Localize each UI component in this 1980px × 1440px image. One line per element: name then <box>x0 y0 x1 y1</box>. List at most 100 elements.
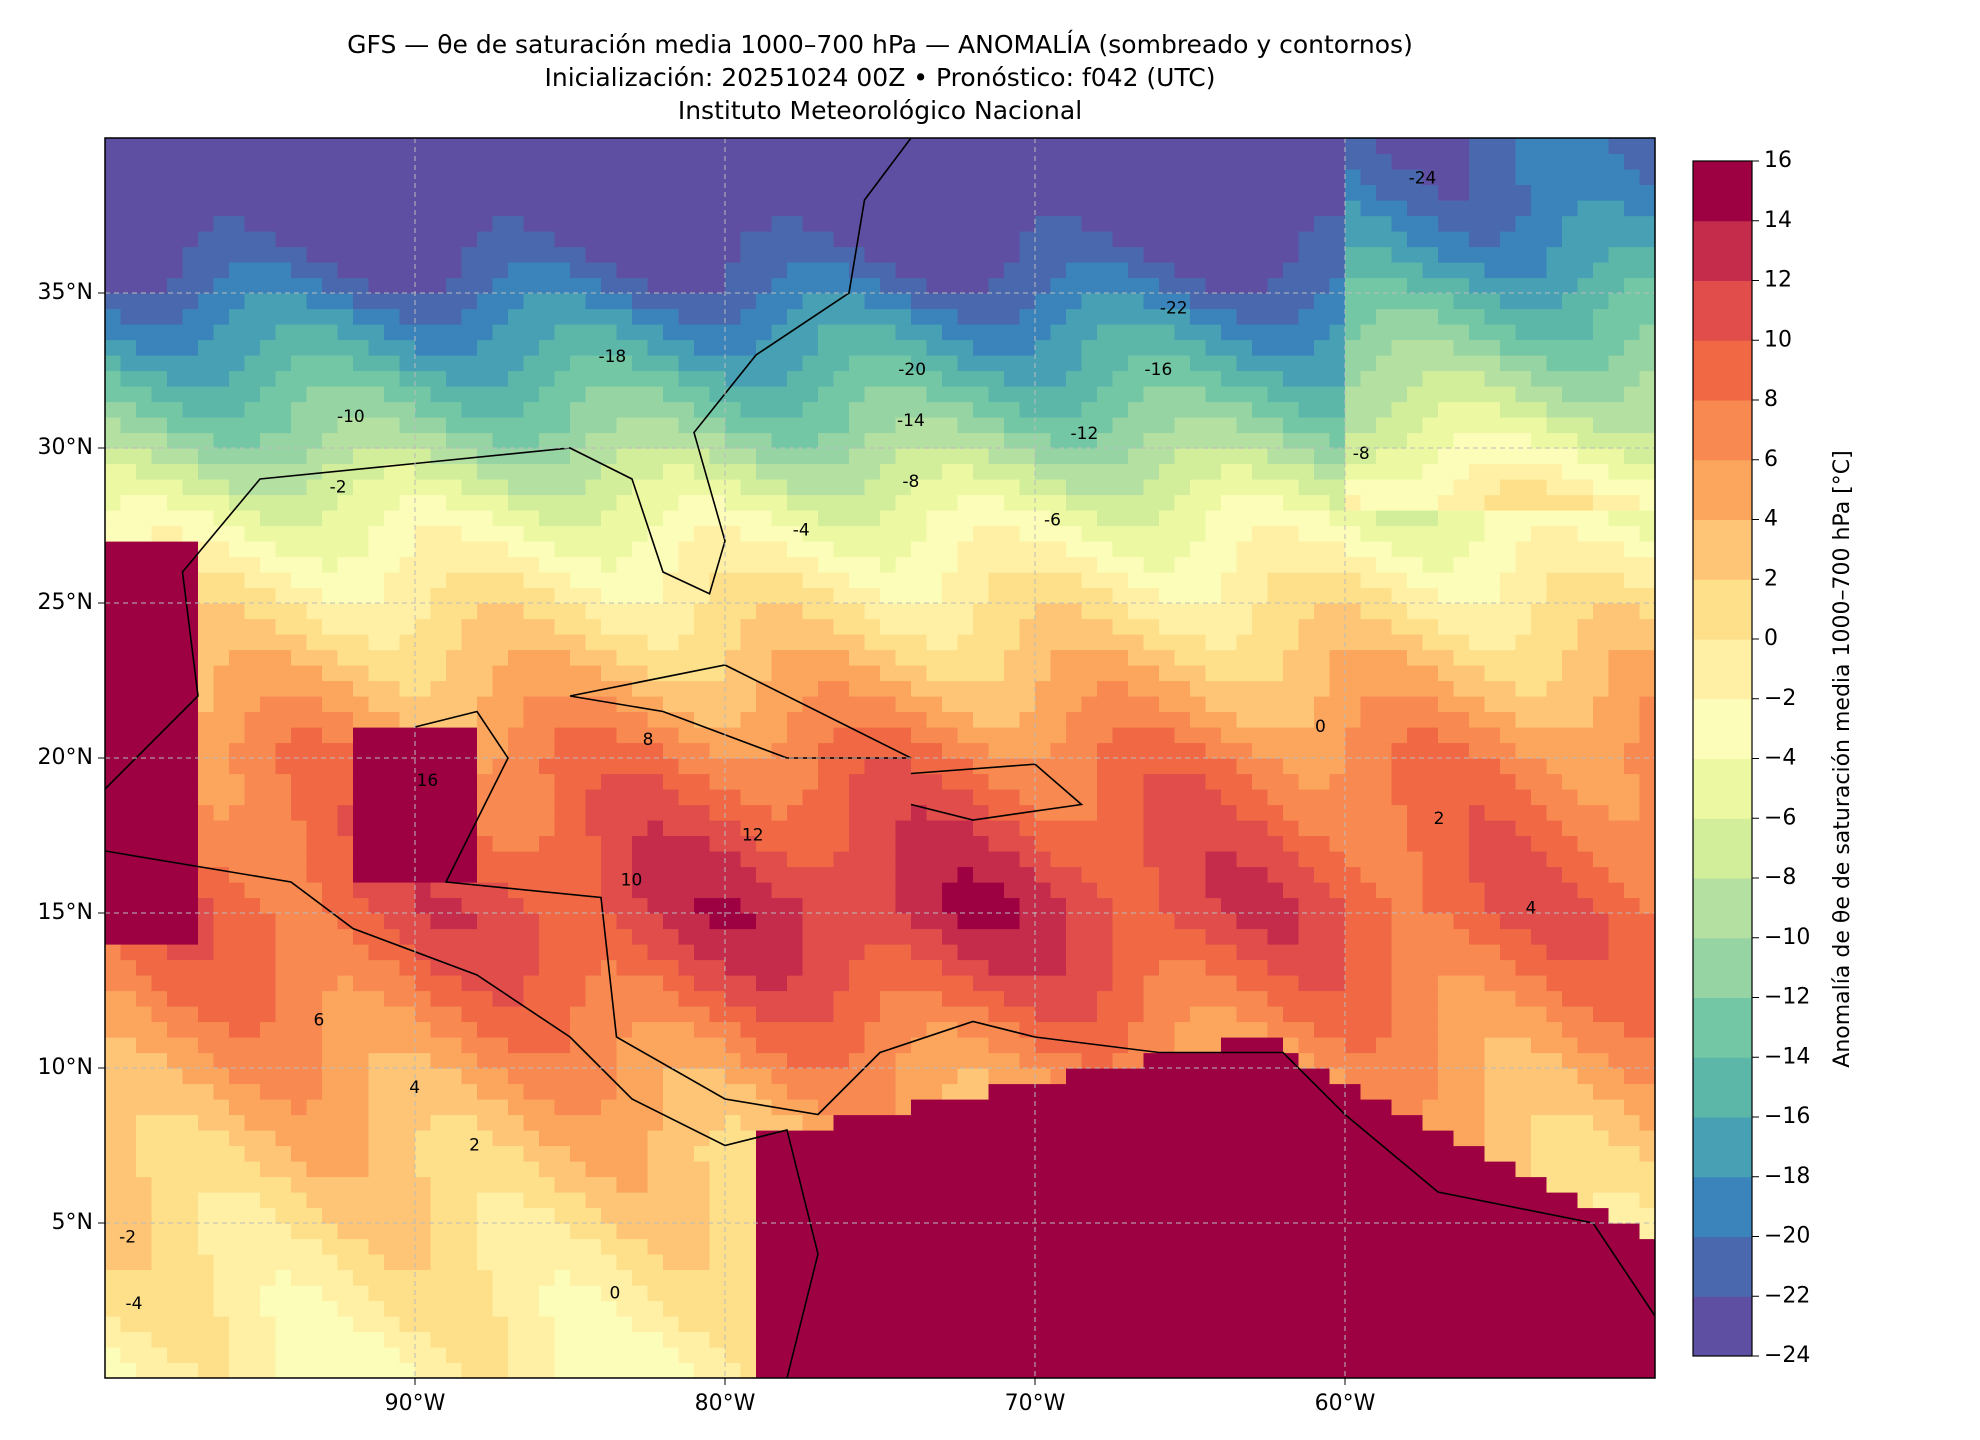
field-cell <box>1376 882 1424 899</box>
field-cell <box>678 1347 726 1364</box>
field-cell <box>678 928 804 945</box>
field-cell <box>415 525 463 542</box>
field-cell <box>1097 432 1145 449</box>
field-cell <box>849 835 897 852</box>
field-cell <box>198 680 215 697</box>
field-cell <box>957 634 1021 651</box>
field-cell <box>1376 308 1439 325</box>
field-cell <box>942 696 1036 713</box>
field-cell <box>1236 417 1284 434</box>
field-cell <box>229 866 308 883</box>
field-cell <box>1345 184 1377 201</box>
field-cell <box>988 1037 1036 1054</box>
field-cell <box>709 587 835 604</box>
field-cell <box>895 417 959 434</box>
field-cell <box>198 928 215 945</box>
field-cell <box>105 944 122 961</box>
field-cell <box>1097 990 1145 1007</box>
field-cell <box>198 556 261 573</box>
field-cell <box>1190 355 1238 372</box>
contour-label: -2 <box>330 477 347 497</box>
colorbar-segment <box>1693 220 1752 281</box>
field-cell <box>508 742 556 759</box>
field-cell <box>1345 494 1362 511</box>
field-cell <box>849 262 897 279</box>
field-cell <box>678 541 788 558</box>
field-cell <box>368 277 447 294</box>
field-cell <box>1205 742 1253 759</box>
field-cell <box>322 1006 416 1023</box>
field-cell <box>477 1238 602 1255</box>
field-cell <box>1345 479 1455 496</box>
field-cell <box>1484 1145 1532 1162</box>
field-cell <box>1019 618 1114 635</box>
field-cell <box>570 1145 649 1162</box>
field-cell <box>1639 324 1655 341</box>
field-cell <box>725 432 773 449</box>
colorbar-tick-label: 16 <box>1764 148 1792 173</box>
field-cell <box>895 866 959 883</box>
field-cell <box>399 355 525 372</box>
field-cell <box>1081 525 1207 542</box>
field-cell <box>322 510 385 527</box>
field-cell <box>849 355 912 372</box>
field-cell <box>539 556 602 573</box>
field-cell <box>1159 866 1207 883</box>
field-cell <box>198 696 215 713</box>
field-cell <box>1329 680 1455 697</box>
field-cell <box>1050 742 1098 759</box>
field-cell <box>306 603 432 620</box>
field-cell <box>105 1114 137 1131</box>
field-cell <box>415 339 478 356</box>
field-cell <box>864 432 1005 449</box>
field-cell <box>911 293 1036 310</box>
field-cell <box>601 1099 664 1116</box>
field-cell <box>1531 184 1655 201</box>
field-cell <box>213 928 277 945</box>
field-cell <box>973 975 1114 992</box>
field-cell <box>942 370 1005 387</box>
field-cell <box>1221 1037 1284 1054</box>
field-cell <box>554 1207 602 1224</box>
field-cell <box>1515 556 1655 573</box>
colorbar-segment <box>1693 997 1752 1058</box>
field-cell <box>167 277 215 294</box>
field-cell <box>1221 463 1253 480</box>
field-cell <box>632 866 757 883</box>
field-cell <box>818 432 866 449</box>
field-cell <box>167 990 277 1007</box>
colorbar-segment <box>1693 459 1752 520</box>
field-cell <box>1097 1006 1145 1023</box>
field-cell <box>1345 727 1408 744</box>
field-cell <box>1345 277 1408 294</box>
field-cell <box>1515 138 1610 155</box>
field-cell <box>895 897 943 914</box>
field-cell <box>1469 742 1517 759</box>
field-cell <box>1345 231 1408 248</box>
contour-label: 6 <box>314 1011 325 1031</box>
field-cell <box>306 448 354 465</box>
field-cell <box>1345 959 1393 976</box>
field-cell <box>322 1083 370 1100</box>
field-cell <box>430 1114 478 1131</box>
field-cell <box>957 494 1005 511</box>
field-cell <box>213 680 354 697</box>
field-cell <box>895 494 959 511</box>
field-cell <box>151 1192 199 1209</box>
field-cell <box>632 680 757 697</box>
field-cell <box>1267 277 1331 294</box>
field-cell <box>1019 1052 1083 1069</box>
field-cell <box>1531 1114 1594 1131</box>
field-cell <box>539 432 587 449</box>
field-cell <box>368 1083 478 1100</box>
field-cell <box>554 1347 680 1364</box>
field-cell <box>663 696 757 713</box>
field-cell <box>1283 665 1331 682</box>
field-cell <box>1608 804 1641 821</box>
field-cell <box>1097 386 1145 403</box>
contour-label: -8 <box>902 472 919 492</box>
field-cell <box>849 975 974 992</box>
field-cell <box>957 1068 990 1085</box>
field-cell <box>616 727 680 744</box>
